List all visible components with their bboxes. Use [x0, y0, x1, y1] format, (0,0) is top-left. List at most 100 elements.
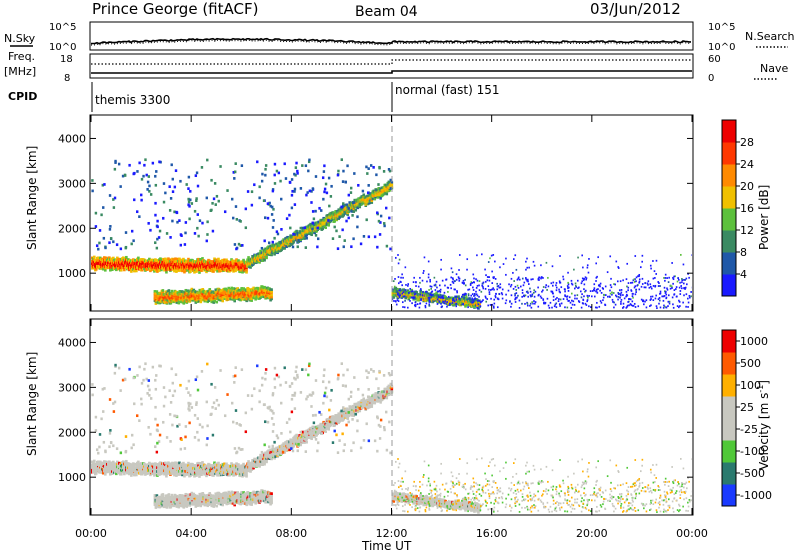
- nave-label: Nave: [760, 62, 788, 75]
- power-cell: [664, 273, 667, 276]
- power-cell: [158, 229, 162, 233]
- power-cell: [571, 303, 574, 306]
- power-cell: [159, 257, 162, 261]
- power-cell: [198, 271, 201, 274]
- power-cell: [398, 296, 401, 298]
- power-cell: [198, 288, 202, 292]
- power-cell: [531, 301, 533, 303]
- power-cell: [263, 239, 266, 243]
- power-cell: [583, 295, 585, 298]
- power-cell: [644, 300, 646, 303]
- nsky-panel: N.Sky 10^5 10^0 10^5 10^0 N.Search: [4, 21, 795, 53]
- power-cell: [265, 256, 268, 260]
- power-cell: [461, 281, 464, 284]
- power-cell: [673, 275, 675, 278]
- power-cell: [559, 298, 562, 301]
- power-cell: [596, 275, 598, 278]
- power-cell: [622, 279, 624, 282]
- power-cell: [288, 213, 291, 217]
- power-cell: [627, 289, 629, 292]
- power-cell: [136, 170, 139, 173]
- power-cell: [581, 277, 584, 280]
- power-cell: [265, 254, 268, 258]
- power-cell: [216, 269, 219, 273]
- power-cell: [169, 236, 172, 239]
- power-cell: [517, 277, 520, 280]
- power-cell: [478, 295, 480, 298]
- power-cell: [264, 167, 267, 171]
- power-cell: [564, 290, 566, 293]
- power-cell: [687, 272, 689, 275]
- power-cell: [365, 165, 368, 169]
- power-cell: [404, 289, 407, 291]
- power-cell: [197, 234, 200, 238]
- power-cell: [323, 164, 326, 168]
- velocity-cell: [125, 459, 128, 463]
- power-cell: [293, 187, 297, 191]
- power-cell: [652, 277, 655, 280]
- power-cell: [171, 219, 174, 223]
- cpid-segment-2: normal (fast) 151: [395, 83, 499, 97]
- power-cell: [123, 268, 126, 272]
- power-cell: [465, 294, 468, 297]
- power-cell: [628, 304, 630, 307]
- power-cell: [691, 254, 692, 257]
- power-cell: [512, 287, 515, 290]
- power-cell: [190, 202, 194, 205]
- power-cell: [583, 283, 586, 286]
- power-cell: [379, 196, 382, 200]
- power-cell: [167, 260, 170, 264]
- nsearch-trace: [90, 39, 691, 46]
- power-cell: [263, 257, 266, 260]
- power-cell: [366, 191, 370, 195]
- power-cell: [95, 267, 98, 271]
- power-cell: [685, 305, 687, 308]
- power-cell: [488, 279, 491, 282]
- power-cell: [378, 233, 382, 236]
- power-cell: [300, 237, 303, 241]
- power-cell: [307, 169, 310, 173]
- power-cell: [558, 303, 561, 306]
- power-cell: [542, 277, 544, 279]
- power-cell: [622, 306, 625, 308]
- power-cell: [547, 276, 549, 279]
- power-cell: [272, 219, 275, 222]
- power-cell: [685, 293, 688, 296]
- power-cell: [458, 279, 461, 282]
- power-cell: [293, 172, 296, 176]
- power-cell: [294, 166, 298, 169]
- power-cell: [634, 255, 637, 257]
- power-cell: [385, 244, 389, 248]
- power-cell: [95, 244, 99, 248]
- power-cell: [514, 301, 517, 303]
- power-cell: [356, 215, 359, 219]
- velocity-cell: [187, 464, 190, 467]
- power-cell: [447, 295, 450, 298]
- power-cell: [433, 276, 436, 279]
- power-cell: [454, 280, 456, 282]
- power-cell: [478, 289, 481, 292]
- power-cell: [567, 300, 570, 302]
- power-cell: [581, 254, 583, 257]
- power-cell: [620, 289, 623, 291]
- power-cell: [94, 225, 98, 228]
- power-cell: [308, 189, 312, 193]
- power-cell: [569, 301, 572, 304]
- power-cell: [269, 204, 272, 208]
- power-cell: [462, 279, 465, 282]
- power-cell: [611, 298, 614, 301]
- power-cell: [409, 299, 411, 302]
- power-cell: [404, 299, 406, 302]
- power-cell: [501, 288, 504, 291]
- power-cell: [620, 303, 622, 305]
- power-cell: [194, 174, 198, 178]
- power-cell: [587, 296, 589, 299]
- power-cell: [108, 227, 112, 231]
- power-cell: [463, 296, 466, 300]
- power-cell: [488, 288, 490, 291]
- power-cell: [620, 298, 623, 301]
- power-cell: [417, 285, 420, 288]
- power-cell: [549, 301, 552, 304]
